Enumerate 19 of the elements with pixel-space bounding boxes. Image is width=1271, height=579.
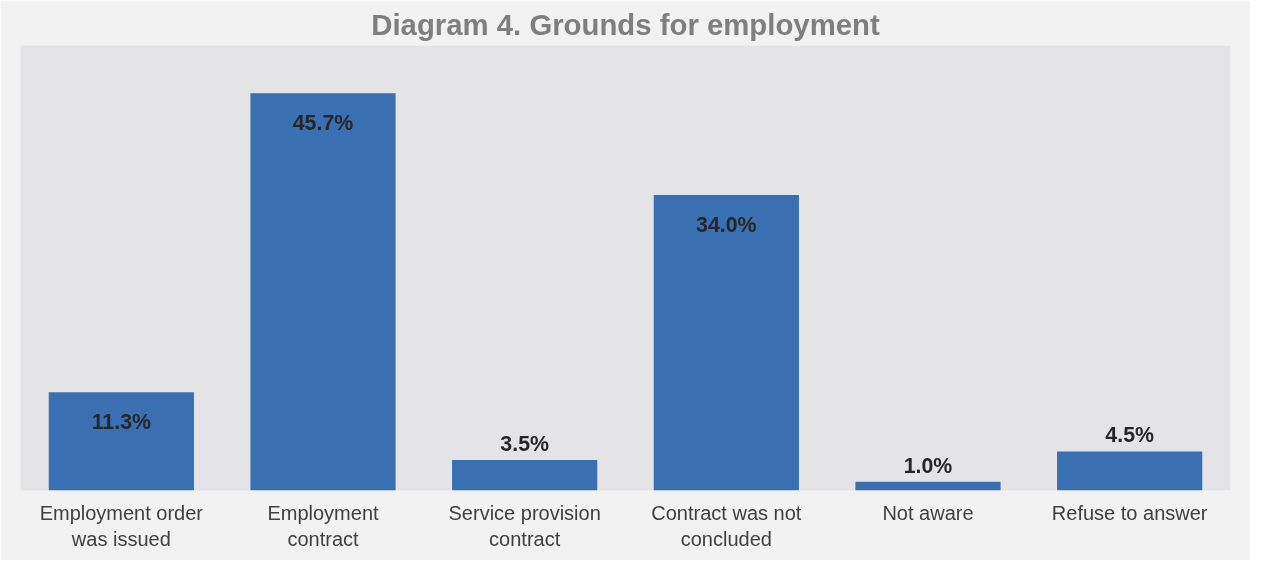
x-tick-label: Refuse to answer — [1051, 501, 1208, 524]
bar — [48, 392, 194, 491]
data-label: 3.5% — [500, 432, 550, 457]
chart-title: Diagram 4. Grounds for employment — [371, 7, 880, 41]
x-tick-label: Employment order was issued — [39, 501, 204, 550]
bar — [653, 194, 799, 491]
data-label: 11.3% — [91, 410, 152, 435]
bar — [855, 481, 1001, 491]
data-label: 45.7% — [292, 111, 354, 136]
bar — [250, 93, 396, 491]
data-label: 4.5% — [1105, 423, 1155, 448]
x-tick-label: Contract was not concluded — [651, 501, 802, 550]
bar — [1057, 451, 1203, 491]
data-label: 1.0% — [903, 453, 953, 478]
x-tick-label: Service provision contract — [448, 501, 601, 550]
x-tick-label: Employment contract — [267, 501, 380, 550]
data-label: 34.0% — [696, 212, 757, 237]
x-tick-label: Not aware — [882, 501, 974, 524]
bar — [452, 460, 598, 491]
